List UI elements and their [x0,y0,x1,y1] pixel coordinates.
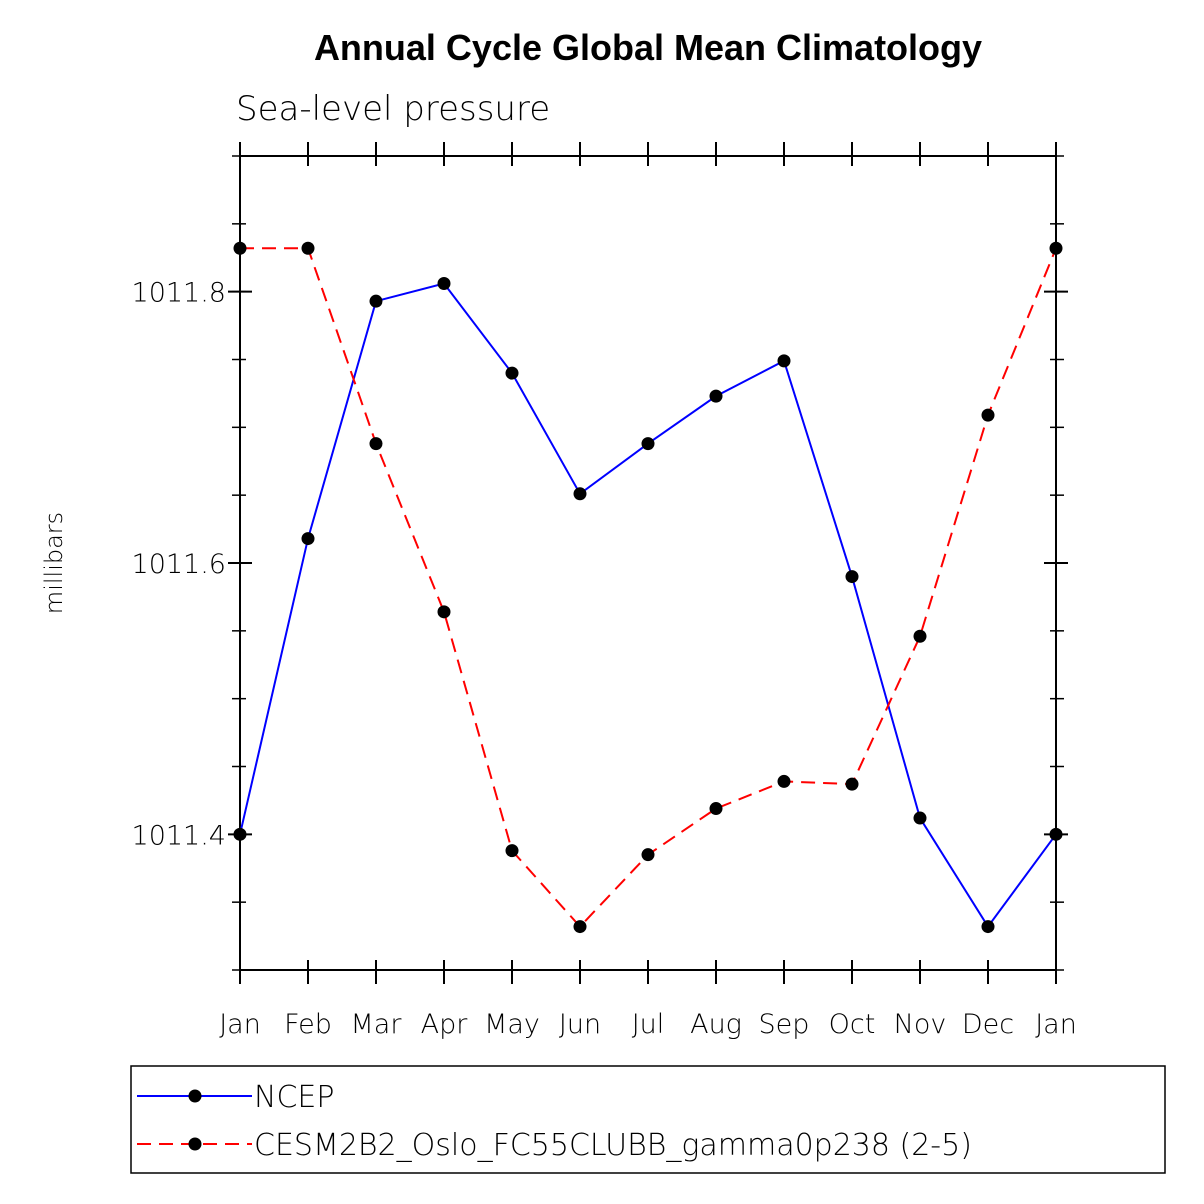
series-line-0 [239,282,1057,929]
data-point [641,437,655,451]
chart-title: Annual Cycle Global Mean Climatology [314,27,982,68]
data-point [369,437,383,451]
legend-label: NCEP [254,1080,334,1115]
x-tick-label: Nov [894,1009,947,1040]
data-point [641,848,655,862]
data-point [573,920,587,934]
legend-box [130,1065,1166,1174]
x-tick-label: Feb [284,1009,332,1040]
x-tick-label: Jan [219,1009,261,1040]
x-tick-label: May [484,1009,540,1040]
data-point [845,570,859,584]
x-tick-label: Jul [632,1009,665,1040]
data-point [369,294,383,308]
y-tick-label: 1011.6 [132,549,226,580]
data-point [437,605,451,619]
data-point [1049,241,1063,255]
legend-label: CESM2B2_Oslo_FC55CLUBB_gamma0p238 (2-5) [254,1128,972,1163]
data-point [777,774,791,788]
x-tick-label: Mar [351,1009,403,1040]
x-tick-label: Jan [1035,1009,1077,1040]
data-point [301,532,315,546]
y-tick-label: 1011.4 [132,820,226,851]
data-point [709,802,723,816]
y-axis-label: millibars [40,512,68,614]
data-point [709,389,723,403]
legend-marker [188,1089,202,1103]
x-tick-label: Aug [690,1009,742,1040]
data-point [437,277,451,291]
data-point [505,366,519,380]
data-point [1049,827,1063,841]
data-point [913,811,927,825]
data-point [233,827,247,841]
data-point [981,920,995,934]
x-tick-label: Oct [829,1009,876,1040]
data-point [913,629,927,643]
x-tick-label: Apr [421,1009,469,1040]
plot-frame [239,155,1057,971]
data-point [233,241,247,255]
data-point [777,354,791,368]
data-point [981,408,995,422]
chart-subtitle: Sea-level pressure [236,89,550,129]
y-tick-label: 1011.8 [132,278,226,309]
data-point [505,844,519,858]
data-point [845,777,859,791]
legend-marker [188,1137,202,1151]
data-point [573,487,587,501]
x-tick-label: Dec [962,1009,1014,1040]
x-tick-label: Jun [559,1009,601,1040]
x-tick-label: Sep [759,1009,810,1040]
data-point [301,241,315,255]
